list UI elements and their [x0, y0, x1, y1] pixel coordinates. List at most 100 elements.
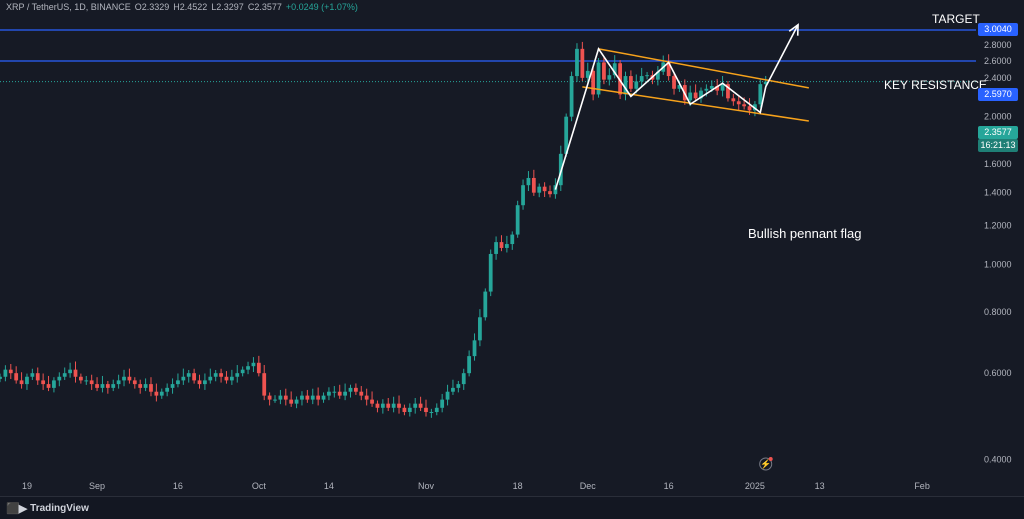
- tradingview-brand: TradingView: [30, 503, 89, 514]
- candle-body: [62, 373, 67, 377]
- x-tick-label: Dec: [580, 481, 597, 491]
- candle-body: [348, 387, 353, 392]
- candle-body: [181, 376, 186, 381]
- candle-body: [283, 395, 288, 400]
- candle-body: [726, 84, 730, 99]
- candle-body: [655, 71, 660, 80]
- candle-body: [672, 76, 676, 89]
- y-tick-label: 0.4000: [984, 455, 1012, 465]
- countdown-tag: 16:21:13: [978, 139, 1018, 152]
- candle-body: [645, 75, 649, 77]
- target-price-tag: 3.0040: [978, 23, 1018, 36]
- candle-body: [273, 399, 277, 401]
- candle-body: [472, 340, 477, 357]
- candle-body: [461, 373, 466, 385]
- candle-body: [132, 380, 137, 385]
- pennant-upper-line: [598, 48, 809, 89]
- candle-body: [521, 185, 525, 206]
- candle-body: [580, 48, 585, 78]
- candle-body: [25, 376, 29, 385]
- candle-body: [208, 376, 213, 381]
- candle-body: [429, 412, 434, 414]
- candle-body: [219, 373, 223, 377]
- candle-body: [440, 399, 445, 408]
- candle-body: [337, 391, 342, 396]
- candle-body: [418, 403, 423, 408]
- candle-body: [19, 380, 24, 385]
- candle-body: [235, 373, 240, 377]
- candle-body: [78, 376, 83, 381]
- candle-body: [677, 85, 682, 89]
- candle-body: [246, 366, 250, 370]
- candle-body: [8, 369, 13, 374]
- candle-body: [407, 407, 412, 413]
- candle-body: [143, 384, 148, 388]
- candle-body: [14, 373, 19, 381]
- x-tick-label: 19: [22, 481, 32, 491]
- candle-body: [35, 373, 40, 381]
- candle-body: [736, 101, 741, 105]
- candle-body: [478, 317, 482, 341]
- candle-body: [89, 380, 94, 385]
- ohlc-high: H2.4522: [173, 2, 208, 12]
- candle-body: [343, 391, 347, 396]
- candle-body: [294, 399, 299, 404]
- candle-body: [380, 403, 385, 408]
- candle-body: [386, 403, 391, 408]
- event-dot: [768, 457, 773, 461]
- x-tick-label: 13: [815, 481, 825, 491]
- x-tick-label: 16: [664, 481, 674, 491]
- candle-body: [742, 104, 747, 107]
- candle-body: [0, 376, 2, 379]
- candle-body: [564, 116, 569, 154]
- candle-body: [688, 92, 693, 101]
- candle-body: [159, 391, 164, 396]
- candle-body: [569, 76, 574, 117]
- candle-body: [170, 384, 175, 388]
- candle-body: [397, 403, 401, 408]
- candle-body: [602, 62, 606, 80]
- arrow-head: [788, 23, 799, 36]
- y-tick-label: 2.4000: [984, 73, 1012, 83]
- ohlc-low: L2.3297: [211, 2, 244, 12]
- zigzag-path: [554, 24, 799, 190]
- x-tick-label: Feb: [914, 481, 930, 491]
- candle-body: [289, 399, 294, 404]
- candle-body: [575, 48, 579, 77]
- candle-body: [424, 407, 428, 413]
- candle-body: [364, 395, 369, 400]
- candle-body: [278, 395, 283, 400]
- candle-body: [354, 387, 358, 392]
- candle-body: [305, 395, 310, 400]
- x-tick-label: 18: [513, 481, 523, 491]
- candle-body: [267, 395, 272, 400]
- symbol-header: XRP / TetherUS, 1D, BINANCE O2.3329 H2.4…: [6, 2, 358, 12]
- candle-body: [256, 362, 261, 374]
- ohlc-open: O2.3329: [134, 2, 170, 12]
- candle-body: [300, 395, 304, 400]
- candle-body: [747, 106, 752, 111]
- candle-body: [262, 373, 267, 396]
- candle-body: [149, 384, 153, 392]
- y-tick-label: 1.6000: [984, 159, 1012, 169]
- candle-body: [30, 373, 35, 377]
- candle-body: [332, 391, 337, 393]
- target-label: TARGET: [932, 12, 980, 26]
- tradingview-logo[interactable]: ⬛▶ TradingView: [6, 502, 89, 515]
- candle-body: [57, 376, 62, 381]
- candle-body: [186, 373, 191, 377]
- y-tick-label: 1.2000: [984, 221, 1012, 231]
- candle-body: [138, 384, 143, 388]
- x-tick-label: 14: [324, 481, 334, 491]
- candle-body: [229, 376, 234, 381]
- candle-body: [203, 380, 207, 385]
- candle-body: [763, 81, 768, 85]
- candle-body: [316, 395, 321, 400]
- candle-body: [467, 356, 472, 374]
- candle-body: [720, 84, 725, 91]
- candle-body: [197, 380, 202, 385]
- y-tick-label: 0.8000: [984, 307, 1012, 317]
- ohlc-close: C2.3577: [247, 2, 282, 12]
